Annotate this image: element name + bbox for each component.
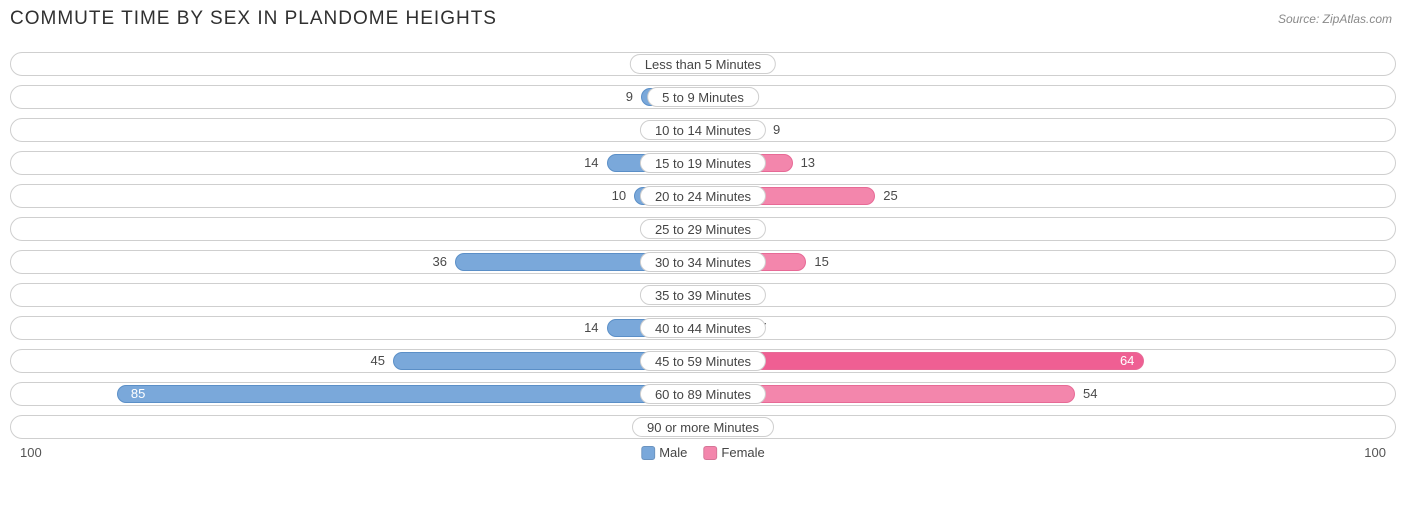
legend-label: Female <box>721 445 764 460</box>
female-value: 54 <box>1083 385 1097 403</box>
male-bar <box>117 385 703 403</box>
data-row: 8590 or more Minutes <box>10 415 1396 439</box>
data-row: 10 25 20 to 24 Minutes <box>10 184 1396 208</box>
category-label: 60 to 89 Minutes <box>640 384 766 404</box>
category-label: 40 to 44 Minutes <box>640 318 766 338</box>
male-value: 45 <box>370 352 384 370</box>
category-label: Less than 5 Minutes <box>630 54 776 74</box>
female-value: 13 <box>801 154 815 172</box>
axis-left-label: 100 <box>20 445 42 460</box>
male-value: 14 <box>584 154 598 172</box>
data-row: 14740 to 44 Minutes <box>10 316 1396 340</box>
category-label: 15 to 19 Minutes <box>640 153 766 173</box>
male-value: 36 <box>433 253 447 271</box>
category-label: 30 to 34 Minutes <box>640 252 766 272</box>
female-value: 64 <box>1120 352 1134 370</box>
male-value: 10 <box>612 187 626 205</box>
data-row: 10Less than 5 Minutes <box>10 52 1396 76</box>
category-label: 25 to 29 Minutes <box>640 219 766 239</box>
data-row: 3225 to 29 Minutes <box>10 217 1396 241</box>
source-label: Source: ZipAtlas.com <box>1278 12 1392 26</box>
category-label: 90 or more Minutes <box>632 417 774 437</box>
female-value: 9 <box>773 121 780 139</box>
legend-item: Female <box>703 445 764 460</box>
data-row: 6910 to 14 Minutes <box>10 118 1396 142</box>
category-label: 5 to 9 Minutes <box>647 87 759 107</box>
data-row: 85 54 60 to 89 Minutes <box>10 382 1396 406</box>
female-value: 15 <box>814 253 828 271</box>
legend-swatch <box>641 446 655 460</box>
chart-container: COMMUTE TIME BY SEX IN PLANDOME HEIGHTS … <box>0 0 1406 523</box>
rows-area: 10Less than 5 Minutes925 to 9 Minutes691… <box>10 52 1396 448</box>
legend-item: Male <box>641 445 687 460</box>
data-row: 2335 to 39 Minutes <box>10 283 1396 307</box>
female-bar <box>703 352 1144 370</box>
category-label: 20 to 24 Minutes <box>640 186 766 206</box>
male-value: 9 <box>626 88 633 106</box>
category-label: 10 to 14 Minutes <box>640 120 766 140</box>
legend-swatch <box>703 446 717 460</box>
data-row: 45 64 45 to 59 Minutes <box>10 349 1396 373</box>
female-value: 25 <box>883 187 897 205</box>
data-row: 36 15 30 to 34 Minutes <box>10 250 1396 274</box>
legend-label: Male <box>659 445 687 460</box>
category-label: 45 to 59 Minutes <box>640 351 766 371</box>
male-value: 85 <box>131 385 145 403</box>
legend: Male Female <box>641 445 765 460</box>
axis-right-label: 100 <box>1364 445 1386 460</box>
data-row: 14 13 15 to 19 Minutes <box>10 151 1396 175</box>
male-value: 14 <box>584 319 598 337</box>
chart-title: COMMUTE TIME BY SEX IN PLANDOME HEIGHTS <box>10 8 497 30</box>
category-label: 35 to 39 Minutes <box>640 285 766 305</box>
data-row: 925 to 9 Minutes <box>10 85 1396 109</box>
